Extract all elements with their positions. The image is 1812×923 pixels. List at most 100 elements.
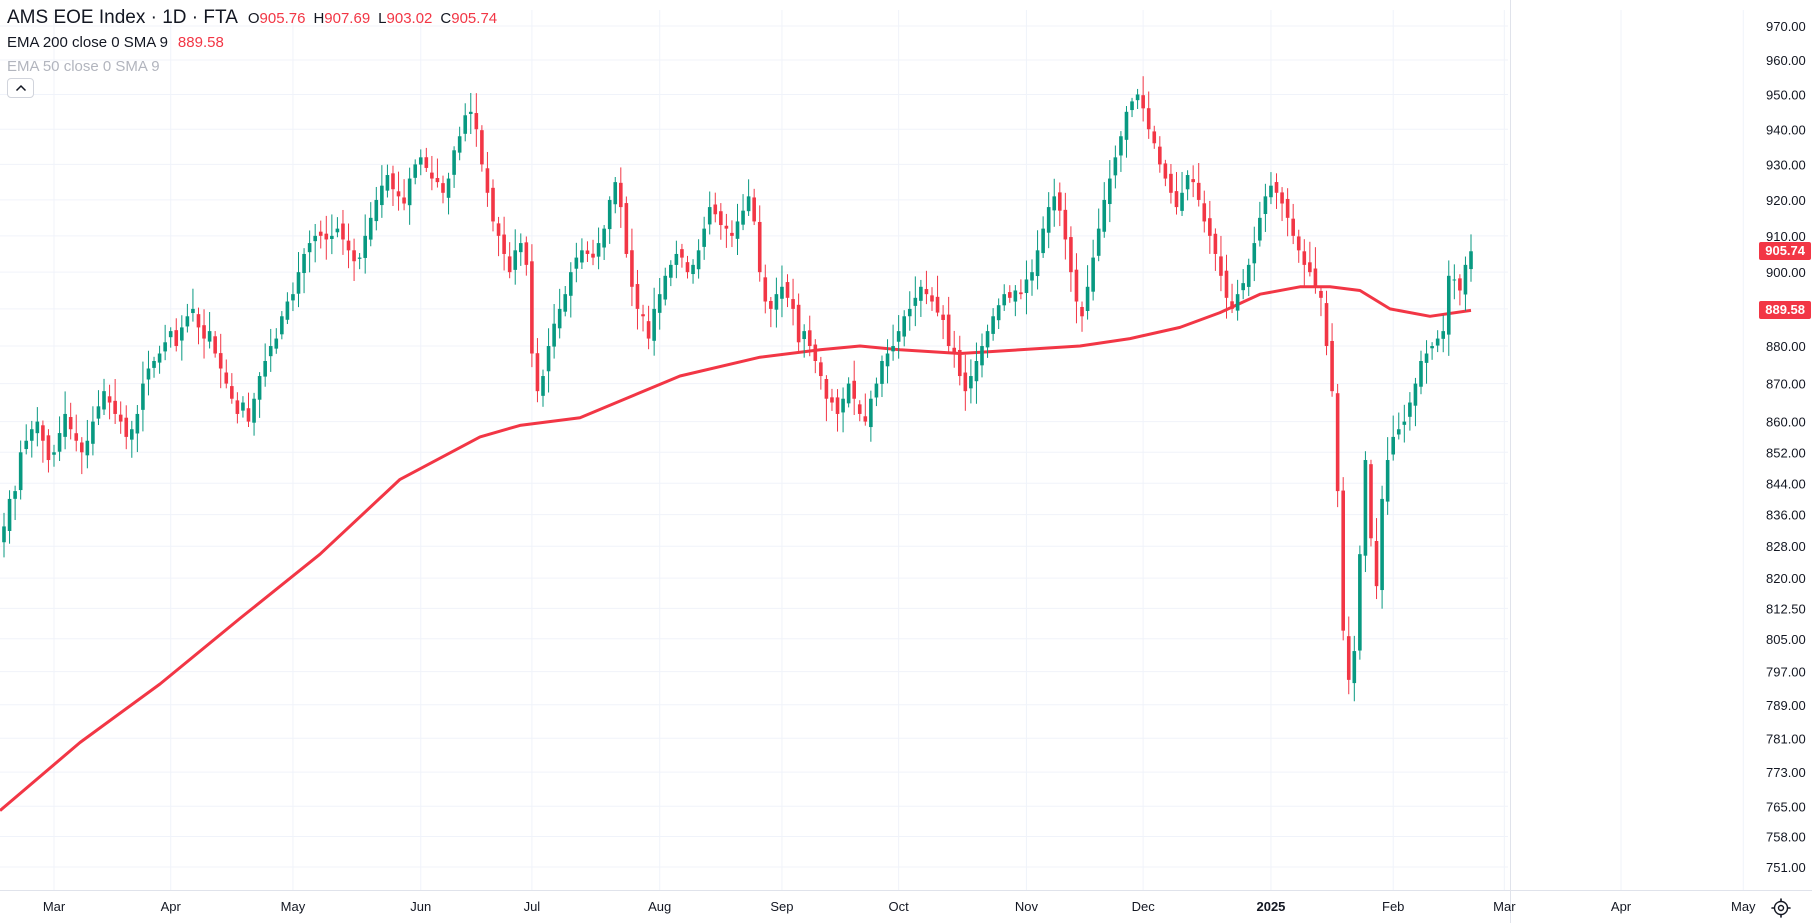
candle xyxy=(1396,412,1401,440)
candle-body xyxy=(1424,353,1429,363)
candle-body xyxy=(91,421,95,444)
candle-body xyxy=(785,282,790,298)
candle-body xyxy=(1246,264,1251,287)
candle-body xyxy=(530,261,534,354)
ohlc-close-label: C xyxy=(440,10,452,27)
candle xyxy=(1113,145,1118,189)
candle xyxy=(341,209,345,255)
candle-body xyxy=(941,314,945,320)
candle xyxy=(1208,200,1212,254)
candle-body xyxy=(624,203,629,254)
symbol-title[interactable]: AMS EOE Index · 1D · FTA xyxy=(7,7,238,28)
candle xyxy=(441,175,445,204)
candle xyxy=(1169,163,1173,204)
candle xyxy=(1280,187,1284,222)
candle-body xyxy=(663,275,668,300)
candle-body xyxy=(1346,636,1351,680)
candle xyxy=(41,420,45,463)
candle-body xyxy=(780,286,784,299)
price-tick-label: 805.00 xyxy=(1766,632,1806,647)
candle-body xyxy=(696,250,701,270)
candle-body xyxy=(1019,292,1023,295)
candle-body xyxy=(157,353,162,363)
price-tick-label: 860.00 xyxy=(1766,415,1806,430)
candle-body xyxy=(674,253,679,265)
ohlc-high-value: 907.69 xyxy=(324,10,371,27)
candle-body xyxy=(1035,250,1040,277)
price-tick-label: 970.00 xyxy=(1766,19,1806,34)
candle xyxy=(502,216,506,271)
candle xyxy=(46,429,51,473)
indicator-row-ema50[interactable]: EMA 50 close 0 SMA 9 xyxy=(7,55,503,79)
candle-body xyxy=(513,250,518,270)
indicator-label-ema50[interactable]: EMA 50 close 0 SMA 9 xyxy=(7,58,160,75)
candle-body xyxy=(1241,283,1245,291)
candle-body xyxy=(791,299,795,309)
candle-body xyxy=(957,349,962,377)
price-tick-label: 765.00 xyxy=(1766,799,1806,814)
price-tick-label: 960.00 xyxy=(1766,53,1806,68)
candle-body xyxy=(1441,331,1446,339)
candle xyxy=(1130,97,1134,118)
price-tick-label: 820.00 xyxy=(1766,571,1806,586)
candle xyxy=(813,339,818,374)
symbol-row[interactable]: AMS EOE Index · 1D · FTA O 905.76 H 907.69… xyxy=(7,6,503,31)
candle-body xyxy=(24,440,29,450)
candle-body xyxy=(591,253,595,258)
indicator-label-ema200[interactable]: EMA 200 close 0 SMA 9 xyxy=(7,34,168,51)
candle-body xyxy=(1208,218,1212,236)
time-tick-label: Oct xyxy=(889,899,910,914)
candle xyxy=(1391,415,1396,461)
candle xyxy=(291,282,295,312)
candle xyxy=(774,277,779,328)
candle-body xyxy=(85,440,90,456)
candle-body xyxy=(713,204,718,215)
indicator-value-ema200: 889.58 xyxy=(177,34,224,51)
candle xyxy=(963,354,968,411)
candle-body xyxy=(1435,338,1440,346)
candle-body xyxy=(1152,131,1157,144)
candle-body xyxy=(1374,540,1379,587)
candle-body xyxy=(296,272,301,294)
candle-body xyxy=(657,294,662,313)
indicator-row-ema200[interactable]: EMA 200 close 0 SMA 9 889.58 xyxy=(7,31,503,55)
candle xyxy=(91,406,95,456)
candle xyxy=(907,291,912,331)
candle xyxy=(574,242,579,283)
candle xyxy=(646,305,651,350)
candle-body xyxy=(991,316,995,334)
price-axis[interactable]: 970.00 960.00 950.00 940.00 930.00 920.00 910.… xyxy=(1510,0,1806,923)
candle xyxy=(1258,201,1262,247)
candle-body xyxy=(985,331,990,348)
price-tick-label: 870.00 xyxy=(1766,377,1806,392)
time-axis[interactable]: Mar Apr May Jun Jul Aug Sep Oct Nov Dec 2025 Feb Mar… xyxy=(0,890,1812,915)
candle xyxy=(168,327,173,348)
candle-body xyxy=(1258,217,1262,241)
candle xyxy=(952,330,957,368)
price-tick-label: 844.00 xyxy=(1766,476,1806,491)
candle xyxy=(1185,170,1190,201)
price-tick-label: 781.00 xyxy=(1766,731,1806,746)
gear-icon[interactable] xyxy=(1770,897,1792,919)
price-tick-label: 880.00 xyxy=(1766,339,1806,354)
candle-body xyxy=(335,228,340,233)
candle xyxy=(335,217,340,238)
candle xyxy=(707,191,712,235)
legend-collapse-button[interactable] xyxy=(7,78,34,98)
candle xyxy=(1013,285,1018,317)
candle xyxy=(57,416,62,462)
candle-body xyxy=(880,360,884,384)
candle-body xyxy=(669,264,673,278)
time-tick-label: Mar xyxy=(43,899,66,914)
candle-body xyxy=(680,249,684,258)
ohlc-close-value: 905.74 xyxy=(451,10,498,27)
candle xyxy=(869,390,873,442)
candle-body xyxy=(930,295,934,302)
price-tick-label: 758.00 xyxy=(1766,830,1806,845)
candle xyxy=(935,275,940,317)
candle xyxy=(607,196,612,244)
candle-body xyxy=(907,308,912,317)
candle xyxy=(563,286,568,317)
candle-body xyxy=(1363,460,1368,556)
